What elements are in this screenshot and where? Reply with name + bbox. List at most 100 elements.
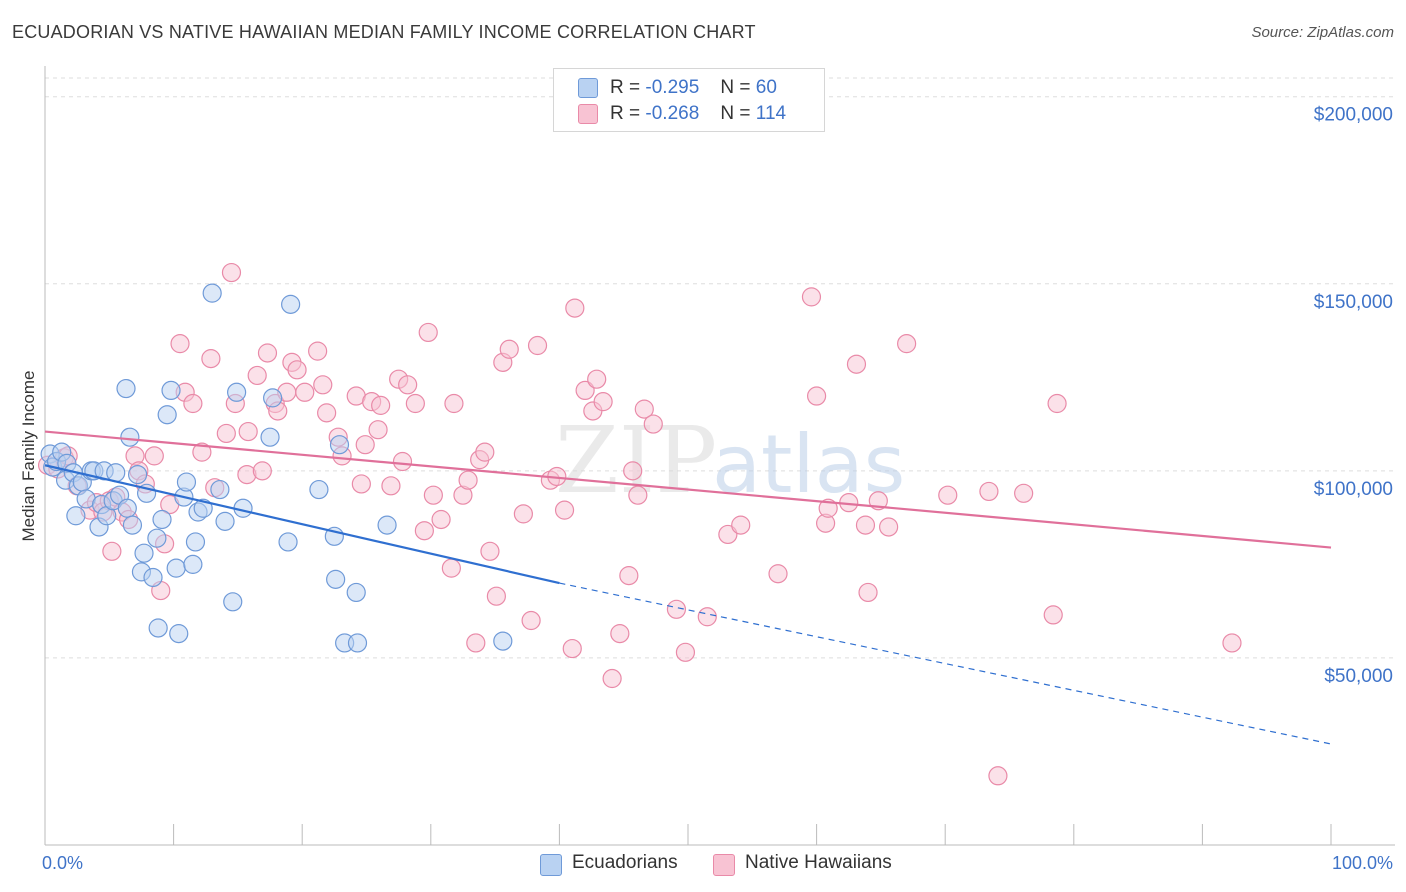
- native-hawaiians-point-68[interactable]: [486, 586, 506, 606]
- native-hawaiians-point-38[interactable]: [287, 360, 307, 380]
- ecuadorians-point-39[interactable]: [185, 532, 206, 552]
- native-hawaiians-point-83[interactable]: [602, 668, 622, 689]
- native-hawaiians-point-81[interactable]: [587, 369, 607, 389]
- native-hawaiians-point-71[interactable]: [513, 504, 533, 524]
- ecuadorians-point-21[interactable]: [117, 498, 137, 518]
- native-hawaiians-point-47[interactable]: [355, 435, 375, 455]
- native-hawaiians-point-56[interactable]: [414, 521, 434, 541]
- native-hawaiians-point-92[interactable]: [697, 607, 717, 627]
- ecuadorians-point-26[interactable]: [134, 543, 154, 563]
- native-hawaiians-point-95[interactable]: [768, 564, 788, 584]
- native-hawaiians-point-39[interactable]: [295, 382, 315, 402]
- ecuadorians-point-58[interactable]: [347, 633, 368, 653]
- ecuadorians-point-22[interactable]: [120, 427, 140, 447]
- native-hawaiians-point-111[interactable]: [1043, 605, 1063, 625]
- native-hawaiians-point-50[interactable]: [371, 395, 391, 415]
- native-hawaiians-point-93[interactable]: [718, 524, 738, 545]
- native-hawaiians-point-63[interactable]: [458, 470, 478, 490]
- native-hawaiians-point-73[interactable]: [527, 335, 548, 356]
- ecuadorians-point-29[interactable]: [147, 528, 167, 548]
- native-hawaiians-point-82[interactable]: [593, 392, 613, 412]
- ecuadorians-point-54[interactable]: [326, 569, 346, 589]
- ecuadorians-point-50[interactable]: [278, 532, 298, 552]
- ecuadorians-point-48[interactable]: [260, 427, 280, 447]
- native-hawaiians-point-86[interactable]: [623, 461, 643, 481]
- ecuadorians-point-30[interactable]: [148, 618, 168, 638]
- native-hawaiians-point-33[interactable]: [257, 343, 278, 363]
- native-hawaiians-point-105[interactable]: [879, 517, 899, 537]
- native-hawaiians-point-88[interactable]: [634, 399, 654, 419]
- ecuadorians-point-33[interactable]: [161, 380, 181, 401]
- ecuadorians-point-20[interactable]: [116, 378, 136, 399]
- native-hawaiians-point-53[interactable]: [392, 451, 413, 472]
- ecuadorians-point-51[interactable]: [281, 294, 301, 314]
- native-hawaiians-point-30[interactable]: [238, 421, 258, 442]
- native-hawaiians-point-112[interactable]: [1047, 393, 1067, 414]
- ecuadorians-point-7[interactable]: [66, 506, 86, 526]
- native-hawaiians-point-26[interactable]: [216, 423, 236, 444]
- ecuadorians-point-32[interactable]: [157, 405, 177, 425]
- native-hawaiians-point-113[interactable]: [1222, 633, 1242, 653]
- ecuadorians-point-44[interactable]: [215, 511, 235, 531]
- native-hawaiians-point-66[interactable]: [475, 442, 495, 462]
- native-hawaiians-point-58[interactable]: [423, 485, 443, 505]
- native-hawaiians-point-46[interactable]: [351, 474, 371, 494]
- native-hawaiians-point-97[interactable]: [806, 386, 827, 406]
- native-hawaiians-point-110[interactable]: [1014, 483, 1034, 503]
- ecuadorians-point-46[interactable]: [227, 382, 247, 402]
- ecuadorians-point-38[interactable]: [183, 554, 203, 574]
- native-hawaiians-point-41[interactable]: [313, 375, 333, 395]
- ecuadorians-point-23[interactable]: [122, 515, 143, 535]
- native-hawaiians-point-76[interactable]: [554, 500, 575, 520]
- native-hawaiians-point-27[interactable]: [221, 262, 242, 283]
- native-hawaiians-point-49[interactable]: [368, 420, 388, 440]
- ecuadorians-point-45[interactable]: [223, 592, 243, 612]
- native-hawaiians-point-72[interactable]: [521, 610, 541, 631]
- native-hawaiians-point-54[interactable]: [398, 375, 418, 395]
- native-hawaiians-point-84[interactable]: [610, 624, 630, 644]
- native-hawaiians-point-107[interactable]: [938, 485, 958, 505]
- native-hawaiians-point-24[interactable]: [201, 349, 221, 369]
- native-hawaiians-point-78[interactable]: [565, 298, 585, 318]
- ecuadorians-point-34[interactable]: [166, 558, 186, 578]
- native-hawaiians-point-59[interactable]: [431, 509, 451, 530]
- native-hawaiians-point-94[interactable]: [731, 515, 751, 535]
- ecuadorians-point-59[interactable]: [377, 515, 397, 535]
- native-hawaiians-point-70[interactable]: [499, 339, 519, 359]
- native-hawaiians-point-87[interactable]: [628, 485, 648, 505]
- native-hawaiians-point-67[interactable]: [480, 541, 500, 561]
- native-hawaiians-point-106[interactable]: [897, 334, 917, 354]
- native-hawaiians-point-89[interactable]: [643, 414, 663, 434]
- ecuadorians-point-42[interactable]: [202, 283, 222, 303]
- native-hawaiians-point-102[interactable]: [855, 515, 876, 535]
- native-hawaiians-point-61[interactable]: [444, 393, 464, 414]
- ecuadorians-point-24[interactable]: [127, 464, 148, 485]
- ecuadorians-point-35[interactable]: [169, 624, 189, 644]
- native-hawaiians-point-31[interactable]: [247, 365, 267, 386]
- ecuadorians-point-60[interactable]: [493, 631, 513, 651]
- native-hawaiians-point-96[interactable]: [801, 287, 822, 307]
- native-hawaiians-point-77[interactable]: [562, 638, 582, 659]
- ecuadorians-point-57[interactable]: [346, 582, 366, 603]
- native-hawaiians-point-90[interactable]: [666, 599, 687, 619]
- ecuadorians-point-49[interactable]: [263, 388, 283, 408]
- native-hawaiians-point-101[interactable]: [846, 354, 867, 374]
- ecuadorians-point-28[interactable]: [143, 567, 163, 588]
- native-hawaiians-point-108[interactable]: [979, 481, 999, 502]
- native-hawaiians-point-40[interactable]: [308, 341, 328, 361]
- native-hawaiians-point-23[interactable]: [192, 442, 212, 462]
- ecuadorians-point-31[interactable]: [152, 509, 172, 530]
- native-hawaiians-point-99[interactable]: [818, 498, 838, 518]
- ecuadorians-point-43[interactable]: [210, 479, 230, 500]
- native-hawaiians-point-20[interactable]: [170, 334, 190, 354]
- native-hawaiians-point-60[interactable]: [441, 558, 461, 578]
- native-hawaiians-point-22[interactable]: [183, 393, 203, 414]
- native-hawaiians-point-85[interactable]: [619, 566, 639, 586]
- native-hawaiians-point-55[interactable]: [405, 393, 425, 414]
- native-hawaiians-point-9[interactable]: [102, 541, 122, 561]
- native-hawaiians-point-51[interactable]: [381, 476, 401, 496]
- native-hawaiians-point-91[interactable]: [675, 642, 696, 662]
- native-hawaiians-point-16[interactable]: [144, 446, 164, 466]
- native-hawaiians-point-57[interactable]: [418, 322, 438, 343]
- ecuadorians-point-52[interactable]: [309, 479, 329, 500]
